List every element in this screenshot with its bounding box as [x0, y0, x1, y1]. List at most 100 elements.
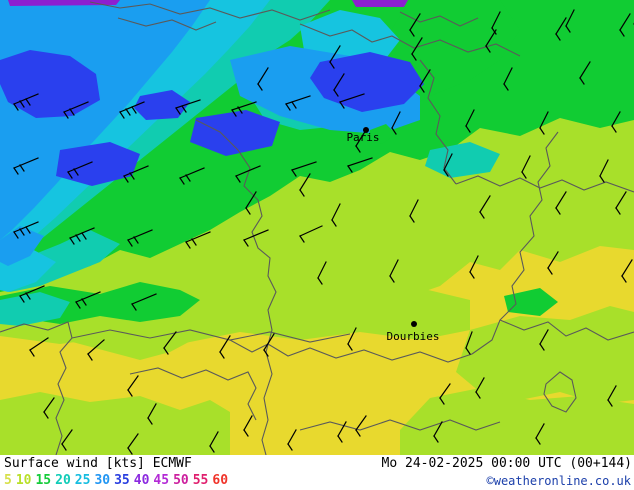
wind-barb: [291, 161, 317, 177]
wind-barb: [285, 95, 311, 111]
scale-tick-45: 45: [153, 473, 170, 488]
wind-barb: [621, 259, 633, 283]
wind-barb: [13, 221, 39, 239]
wind-barb: [61, 429, 73, 451]
wind-barb: [389, 259, 399, 283]
border-france-east: [471, 131, 559, 355]
border-pyrenees: [229, 339, 473, 363]
wind-barb: [539, 111, 549, 135]
map-title: Surface wind [kts] ECMWF: [4, 456, 192, 471]
wind-barb: [409, 199, 419, 223]
wind-barb: [555, 17, 567, 41]
wind-barb: [185, 231, 211, 249]
wind-barb: [391, 111, 401, 135]
wind-barb: [123, 165, 149, 183]
coastline-spain-inner: [129, 367, 257, 421]
fill-lobe-light-green-sw: [0, 392, 230, 455]
wind-barb: [131, 293, 157, 311]
wind-barb: [163, 331, 177, 355]
wind-barb: [263, 333, 275, 357]
map-canvas[interactable]: Paris Dourbies: [0, 0, 634, 455]
wind-barb: [87, 339, 105, 361]
city-label-layer: Paris Dourbies: [346, 127, 439, 343]
fill-core-purple-top: [8, 0, 120, 6]
wind-barb: [535, 423, 545, 445]
coastline-med: [299, 419, 501, 431]
wind-barb: [411, 37, 423, 61]
wind-barb: [231, 101, 257, 117]
fill-core-purple-top2: [352, 0, 408, 7]
wind-barb: [29, 337, 49, 357]
wind-barb: [299, 225, 323, 243]
wind-barb: [347, 157, 373, 173]
wind-barb: [299, 173, 311, 197]
wind-barb: [69, 227, 95, 245]
city-marker-dot: [411, 321, 417, 327]
wind-barb: [329, 45, 341, 69]
wind-barb: [479, 195, 491, 219]
scale-tick-50: 50: [173, 473, 189, 488]
wind-barb: [243, 415, 253, 437]
wind-barb: [63, 101, 89, 119]
wind-barb: [439, 383, 451, 405]
surface-wind-contour-map[interactable]: Paris Dourbies: [0, 0, 634, 455]
wind-barb: [491, 11, 501, 35]
wind-speed-scale: 5 10 15 20 25 30 35 40 45 50 55 60: [4, 473, 232, 488]
valid-time-label: Mo 24-02-2025 00:00 UTC (00+144): [381, 456, 632, 471]
border-corsica: [543, 371, 577, 413]
wind-barb: [175, 99, 201, 115]
scale-tick-55: 55: [192, 473, 209, 488]
wind-barb: [433, 421, 443, 443]
wind-barb: [119, 101, 145, 119]
city-marker-dot: [363, 127, 369, 133]
scale-tick-35: 35: [114, 473, 130, 488]
fill-lobe-teal-c: [425, 142, 500, 178]
fill-lobe-light-green-s: [400, 388, 634, 455]
wind-barb: [287, 429, 297, 451]
wind-barb: [19, 285, 45, 303]
wind-barb: [127, 375, 139, 397]
wind-barb: [607, 385, 617, 407]
wind-barb: [257, 67, 269, 91]
scale-tick-60: 60: [212, 473, 229, 488]
wind-barb: [245, 191, 257, 215]
wind-barb: [127, 433, 139, 455]
scale-tick-40: 40: [133, 473, 150, 488]
wind-barb: [409, 13, 421, 37]
wind-barb: [337, 421, 347, 443]
wind-barb: [179, 167, 205, 185]
wind-barb: [355, 415, 367, 437]
wind-barb: [243, 229, 269, 247]
wind-barb: [43, 397, 55, 419]
wind-barb: [209, 431, 219, 453]
fill-lobe-sky-mid: [0, 226, 44, 266]
wind-barb: [579, 61, 591, 85]
city-label-paris: Paris: [346, 131, 379, 144]
footer-bar: Surface wind [kts] ECMWF Mo 24-02-2025 0…: [0, 455, 634, 490]
scale-tick-10: 10: [15, 473, 32, 488]
wind-barb: [347, 327, 357, 351]
coastline-netherlands: [399, 11, 479, 27]
wind-barb: [67, 161, 93, 179]
border-spain-north: [71, 329, 351, 343]
wind-barb: [75, 291, 101, 309]
wind-barb: [547, 251, 559, 275]
wind-barb: [333, 73, 345, 97]
border-ch-it: [499, 319, 634, 341]
fill-core-blue-mid: [56, 142, 140, 186]
wind-barb: [13, 93, 39, 111]
wind-barb: [521, 155, 531, 179]
wind-barb: [611, 111, 621, 133]
wind-barb: [539, 329, 549, 351]
wind-barb: [219, 335, 231, 359]
wind-barb: [565, 9, 575, 33]
wind-barb: [355, 129, 367, 153]
wind-speed-fill-layer: [0, 0, 634, 455]
wind-barb: [619, 13, 631, 37]
scale-tick-15: 15: [35, 473, 52, 488]
coastline-uk-inner: [117, 17, 217, 31]
wind-barb: [503, 67, 513, 91]
scale-tick-5: 5: [4, 473, 12, 488]
wind-barb: [419, 69, 431, 93]
